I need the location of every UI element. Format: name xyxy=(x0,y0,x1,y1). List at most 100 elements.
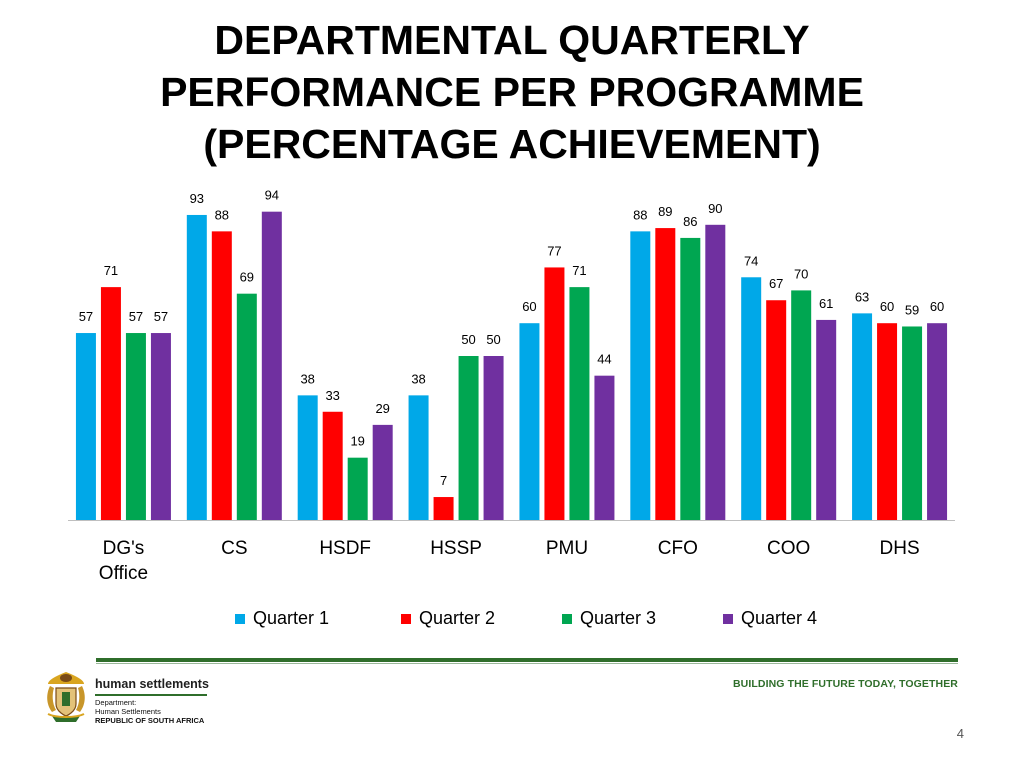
brand-line: REPUBLIC OF SOUTH AFRICA xyxy=(95,716,205,725)
title-line: DEPARTMENTAL QUARTERLY xyxy=(214,17,810,63)
data-label: 59 xyxy=(905,302,919,317)
bar xyxy=(741,277,762,520)
legend-label: Quarter 1 xyxy=(253,608,330,628)
data-label: 88 xyxy=(215,207,229,222)
bar xyxy=(261,211,282,520)
data-label: 90 xyxy=(708,201,722,216)
bar xyxy=(519,323,540,520)
data-label: 70 xyxy=(794,266,808,281)
category-label: DHS xyxy=(880,538,920,559)
footer-divider xyxy=(96,658,958,662)
data-label: 7 xyxy=(440,473,447,488)
category-label: CFO xyxy=(658,538,698,559)
bar xyxy=(544,267,565,520)
bar xyxy=(433,497,454,520)
data-label: 94 xyxy=(265,188,279,203)
bar xyxy=(322,411,343,520)
category-label: HSSP xyxy=(430,538,482,559)
data-label: 60 xyxy=(522,299,536,314)
data-label: 67 xyxy=(769,276,783,291)
bar xyxy=(297,395,318,520)
brand-details: Department: Human Settlements REPUBLIC O… xyxy=(95,698,204,725)
data-label: 57 xyxy=(79,309,93,324)
bar xyxy=(852,313,873,520)
bar xyxy=(372,424,393,520)
data-label: 74 xyxy=(744,253,758,268)
bar xyxy=(569,287,590,520)
title-line: PERFORMANCE PER PROGRAMME xyxy=(160,69,864,115)
data-label: 88 xyxy=(633,207,647,222)
data-label: 57 xyxy=(154,309,168,324)
bar xyxy=(902,326,923,520)
data-label: 77 xyxy=(547,243,561,258)
bar xyxy=(236,293,257,520)
data-label: 38 xyxy=(300,371,314,386)
data-label: 63 xyxy=(855,289,869,304)
data-label: 71 xyxy=(104,263,118,278)
brand-underline xyxy=(95,694,207,696)
data-label: 86 xyxy=(683,214,697,229)
data-label: 50 xyxy=(461,332,475,347)
data-label: 29 xyxy=(375,401,389,416)
data-label: 33 xyxy=(325,388,339,403)
legend-label: Quarter 4 xyxy=(741,608,818,628)
bar xyxy=(186,214,207,520)
brand-line: Human Settlements xyxy=(95,707,161,716)
legend-label: Quarter 2 xyxy=(419,608,496,628)
bar xyxy=(816,319,837,520)
slide-number: 4 xyxy=(956,726,964,741)
bar xyxy=(125,333,146,520)
department-logo: human settlements Department: Human Sett… xyxy=(40,668,240,728)
bar xyxy=(150,333,171,520)
bar xyxy=(100,287,121,520)
bar xyxy=(75,333,96,520)
legend-item-quarter-4: Quarter 4 xyxy=(723,608,817,629)
bar-chart: 57 71 57 57 DG's Office 93 88 69 94 CS 38 33 19 29 HSDF… xyxy=(68,188,955,584)
chart-legend: Quarter 1 Quarter 2 Quarter 3 Quarter 4 xyxy=(0,608,1024,634)
data-label: 89 xyxy=(658,204,672,219)
legend-item-quarter-3: Quarter 3 xyxy=(562,608,656,629)
bar xyxy=(347,457,368,520)
slide-title: DEPARTMENTAL QUARTERLY PERFORMANCE PER P… xyxy=(0,14,1024,170)
data-label: 57 xyxy=(129,309,143,324)
brand-name: human settlements xyxy=(95,677,209,691)
legend-label: Quarter 3 xyxy=(580,608,657,628)
data-label: 61 xyxy=(819,296,833,311)
data-label: 38 xyxy=(411,371,425,386)
category-label: DG's Office xyxy=(99,538,148,584)
bar xyxy=(458,356,479,520)
bar xyxy=(655,228,676,520)
bar xyxy=(630,231,651,521)
brand-line: Department: xyxy=(95,698,137,707)
bar xyxy=(483,356,504,520)
title-line: (PERCENTAGE ACHIEVEMENT) xyxy=(203,121,821,167)
data-label: 93 xyxy=(190,191,204,206)
bar xyxy=(877,323,898,520)
data-label: 60 xyxy=(880,299,894,314)
category-label: COO xyxy=(767,538,810,559)
bar xyxy=(408,395,429,520)
bar xyxy=(766,300,787,520)
bar xyxy=(791,290,812,520)
footer-divider-thin xyxy=(96,663,958,664)
bar xyxy=(680,237,701,521)
data-label: 50 xyxy=(486,332,500,347)
legend-item-quarter-1: Quarter 1 xyxy=(235,608,329,629)
data-label: 60 xyxy=(930,299,944,314)
bar xyxy=(927,323,948,520)
legend-swatch xyxy=(723,613,733,624)
legend-swatch xyxy=(235,613,245,624)
data-label: 19 xyxy=(350,434,364,449)
category-label: PMU xyxy=(546,538,588,559)
data-label: 71 xyxy=(572,263,586,278)
legend-item-quarter-2: Quarter 2 xyxy=(401,608,495,629)
data-label: 44 xyxy=(597,352,611,367)
category-label: HSDF xyxy=(319,538,371,559)
bar xyxy=(594,375,615,520)
category-label: CS xyxy=(221,538,247,559)
coat-of-arms-icon xyxy=(47,672,85,722)
legend-swatch xyxy=(401,613,411,624)
legend-swatch xyxy=(562,613,572,624)
bar xyxy=(211,231,232,521)
slogan: BUILDING THE FUTURE TODAY, TOGETHER xyxy=(733,678,958,690)
